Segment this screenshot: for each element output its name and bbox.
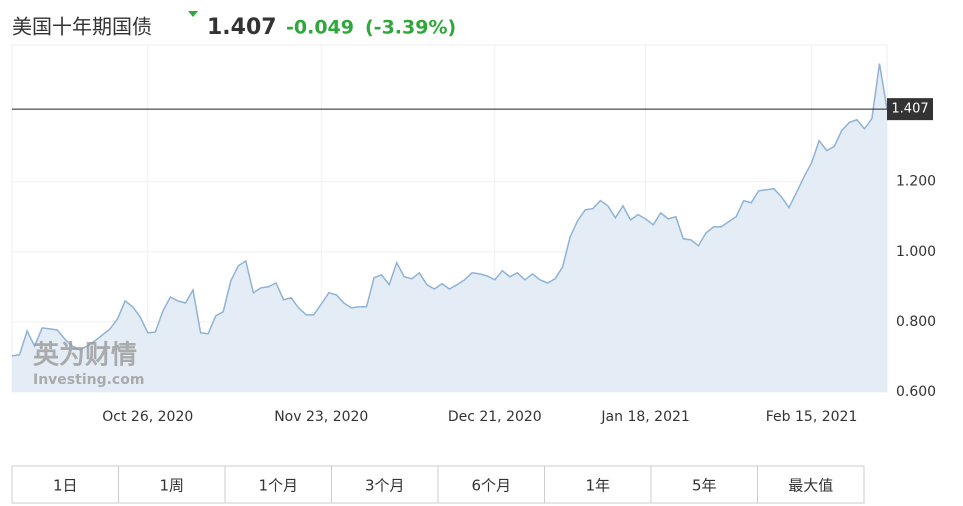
plot: 1.407 <box>11 45 933 393</box>
range-button-label[interactable]: 1个月 <box>258 477 298 495</box>
range-button-label[interactable]: 1年 <box>585 477 610 495</box>
x-tick-label: Oct 26, 2020 <box>102 409 193 425</box>
range-button-label[interactable]: 1日 <box>53 477 78 495</box>
range-button-label[interactable]: 最大值 <box>788 477 833 495</box>
last-price: 1.407 <box>207 15 277 40</box>
range-button-label[interactable]: 6个月 <box>471 477 511 495</box>
range-button[interactable] <box>544 465 652 504</box>
range-button[interactable] <box>757 465 865 504</box>
range-button-label[interactable]: 5年 <box>692 477 717 495</box>
last-price-box <box>887 98 933 121</box>
x-tick-label: Dec 21, 2020 <box>448 409 542 425</box>
price-change-pct: (-3.39%) <box>365 17 456 39</box>
y-tick-label: 1.000 <box>896 244 936 260</box>
y-tick-label: 0.800 <box>896 314 936 330</box>
y-tick-label: 1.200 <box>896 174 936 190</box>
range-button-label[interactable]: 3个月 <box>365 477 405 495</box>
x-tick-label: Nov 23, 2020 <box>274 409 368 425</box>
x-tick-label: Jan 18, 2021 <box>600 409 689 425</box>
range-button-label[interactable]: 1周 <box>159 477 184 495</box>
area <box>12 63 887 392</box>
range-button[interactable] <box>650 465 758 504</box>
last-price-label: 1.407 <box>891 102 928 117</box>
range-buttons: 1日 1周 1个月 3个月 6个月 1年 5年 最大值 <box>11 465 865 504</box>
chart-title: 美国十年期国债 <box>12 15 152 39</box>
watermark: 英为财情 <box>33 341 137 371</box>
line <box>11 63 888 357</box>
watermark: Investing.com <box>33 372 144 388</box>
range-button[interactable] <box>224 465 332 504</box>
down-arrow <box>188 11 198 17</box>
price-change: -0.049 <box>286 17 354 39</box>
x-tick-label: Feb 15, 2021 <box>766 409 858 425</box>
y-tick-label: 0.600 <box>896 384 936 400</box>
